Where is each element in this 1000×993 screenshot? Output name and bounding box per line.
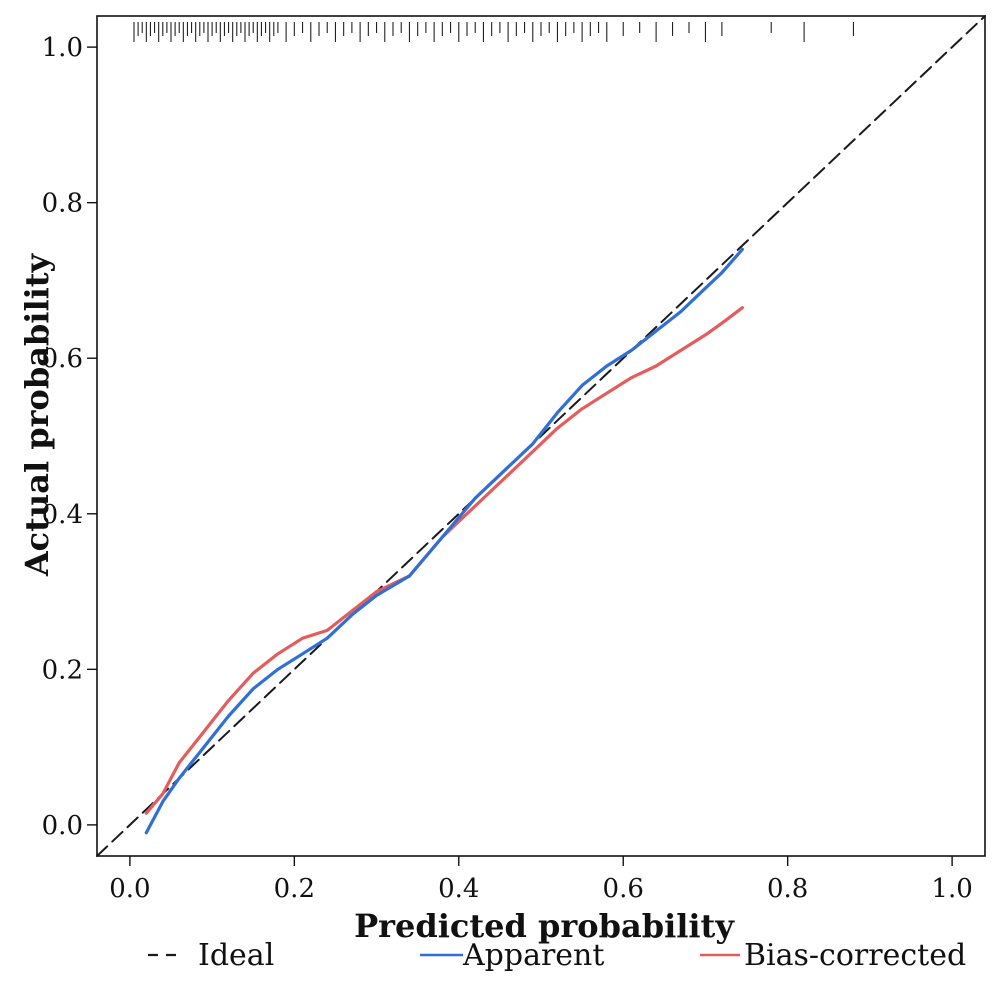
plot-area (96, 15, 986, 857)
y-tick-label: 0.4 (42, 500, 83, 530)
x-tick-label: 0.8 (767, 874, 808, 904)
rug-marks (133, 22, 854, 42)
y-tick-label: 0.6 (42, 344, 83, 374)
legend-label: Apparent (462, 938, 604, 973)
x-tick-label: 0.0 (109, 874, 150, 904)
axis-ticks: 0.0 0.2 0.4 0.6 0.8 1.0 0.0 0.2 0.4 0.6 0.8 1.0 (42, 33, 973, 904)
x-tick-label: 0.2 (274, 874, 315, 904)
x-axis-title: Predicted probability (354, 907, 735, 945)
y-tick-label: 0.8 (42, 189, 83, 219)
series-line-bias-corrected (144, 306, 745, 815)
series-line-apparent (144, 247, 745, 835)
x-tick-label: 0.6 (603, 874, 644, 904)
y-axis-title: Actual probability (18, 252, 56, 577)
x-tick-label: 1.0 (931, 874, 972, 904)
plot-frame (96, 15, 986, 857)
y-tick-label: 0.0 (42, 811, 83, 841)
legend: Ideal Apparent Bias-corrected (148, 938, 966, 973)
legend-label: Bias-corrected (744, 938, 966, 973)
x-tick-label: 0.4 (438, 874, 479, 904)
legend-label: Ideal (198, 938, 274, 973)
y-tick-label: 1.0 (42, 33, 83, 63)
series-lines (96, 15, 986, 857)
y-tick-label: 0.2 (42, 655, 83, 685)
